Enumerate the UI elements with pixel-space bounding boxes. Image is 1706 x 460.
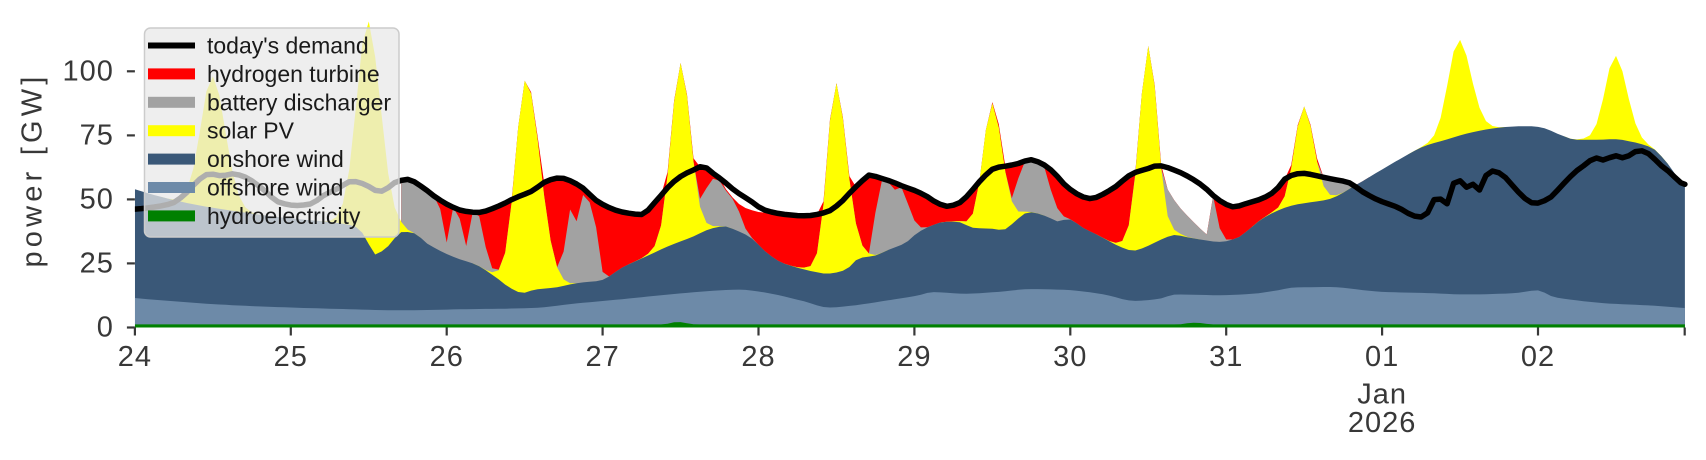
svg-text:0: 0 bbox=[97, 312, 114, 344]
svg-text:battery discharger: battery discharger bbox=[207, 89, 391, 115]
svg-text:31: 31 bbox=[1209, 341, 1243, 373]
svg-text:29: 29 bbox=[897, 341, 931, 373]
svg-text:75: 75 bbox=[80, 119, 114, 151]
svg-text:24: 24 bbox=[118, 341, 152, 373]
svg-text:25: 25 bbox=[274, 341, 308, 373]
svg-text:offshore wind: offshore wind bbox=[207, 175, 343, 201]
svg-text:Jan: Jan bbox=[1357, 379, 1407, 411]
svg-text:today's demand: today's demand bbox=[207, 33, 369, 59]
svg-text:solar PV: solar PV bbox=[207, 118, 295, 144]
svg-text:hydrogen turbine: hydrogen turbine bbox=[207, 61, 380, 87]
svg-text:50: 50 bbox=[80, 183, 114, 215]
svg-text:2026: 2026 bbox=[1348, 407, 1417, 439]
svg-text:100: 100 bbox=[63, 55, 114, 87]
svg-text:power [GW]: power [GW] bbox=[17, 72, 49, 267]
svg-text:01: 01 bbox=[1365, 341, 1399, 373]
svg-text:onshore wind: onshore wind bbox=[207, 146, 344, 172]
svg-text:27: 27 bbox=[585, 341, 619, 373]
svg-text:hydroelectricity: hydroelectricity bbox=[207, 203, 361, 229]
svg-text:30: 30 bbox=[1053, 341, 1087, 373]
svg-text:25: 25 bbox=[80, 247, 114, 279]
svg-text:28: 28 bbox=[741, 341, 775, 373]
svg-text:02: 02 bbox=[1521, 341, 1555, 373]
svg-text:26: 26 bbox=[430, 341, 464, 373]
